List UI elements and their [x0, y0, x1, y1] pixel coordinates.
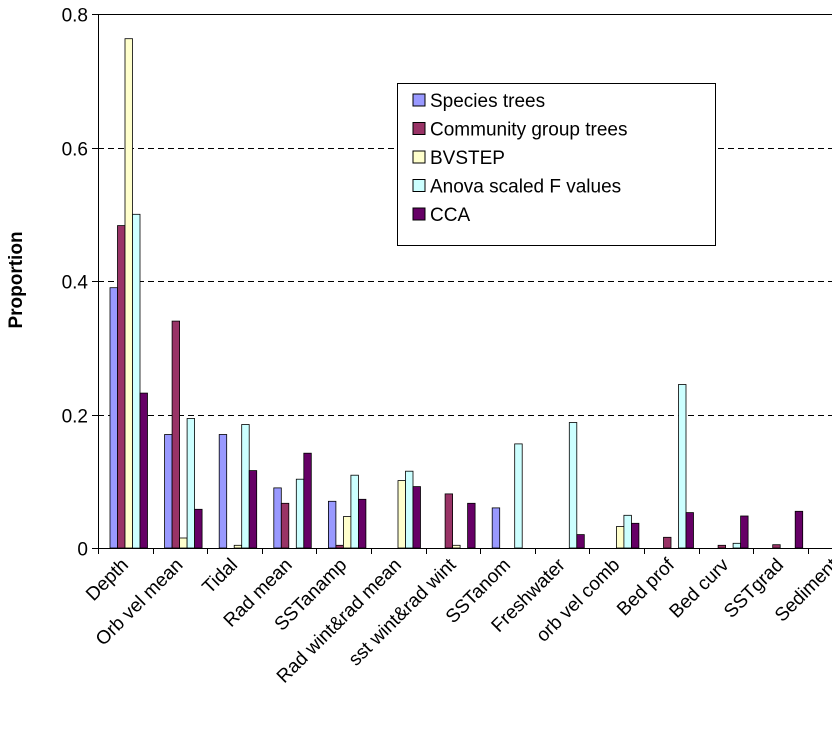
bar — [452, 544, 461, 549]
bar — [616, 526, 625, 549]
bar — [740, 515, 749, 549]
bar — [248, 470, 258, 549]
bar — [117, 225, 126, 549]
bar — [350, 474, 359, 549]
y-tick-label: 0.6 — [62, 140, 88, 161]
bar — [179, 537, 188, 549]
bar — [218, 434, 228, 549]
bar — [132, 213, 141, 549]
legend-box — [397, 83, 716, 246]
bar — [467, 502, 476, 549]
legend-swatch — [412, 93, 426, 107]
bar — [186, 418, 196, 549]
y-tick-labels: 0 0.2 0.4 0.6 0.8 — [62, 6, 89, 561]
legend-swatch — [412, 122, 426, 135]
bar — [164, 434, 173, 549]
legend-label: Species trees — [430, 91, 545, 112]
bar — [171, 320, 181, 549]
bar — [444, 493, 454, 549]
bar — [732, 542, 741, 549]
legend-label: CCA — [430, 205, 470, 226]
bar — [335, 544, 344, 549]
bars — [109, 38, 804, 549]
bar — [303, 452, 312, 549]
y-tick-label: 0.4 — [62, 273, 89, 294]
bar — [397, 480, 406, 549]
bar — [491, 507, 501, 549]
bar — [295, 478, 305, 549]
bar — [794, 510, 804, 549]
bar — [631, 522, 640, 549]
bar — [576, 534, 585, 549]
bar — [405, 470, 414, 549]
bar — [568, 422, 578, 549]
bar — [194, 508, 203, 549]
bar — [273, 487, 282, 549]
bar — [109, 287, 118, 549]
bar — [412, 486, 421, 549]
legend: Species trees Community group trees BVSTEP… — [397, 83, 716, 246]
bar — [124, 38, 133, 549]
bar — [623, 514, 632, 549]
y-axis-label: Proportion — [6, 231, 27, 328]
y-tick-label: 0.2 — [62, 407, 88, 428]
legend-swatch — [412, 207, 426, 221]
legend-label: BVSTEP — [430, 148, 505, 169]
bar — [233, 544, 243, 549]
bar — [663, 536, 672, 549]
bar — [717, 544, 726, 549]
bar — [342, 516, 352, 549]
y-tick-label: 0.8 — [62, 6, 88, 27]
bar — [327, 500, 337, 549]
legend-swatch — [412, 150, 426, 164]
bar — [357, 498, 367, 549]
bar — [139, 392, 148, 549]
legend-swatch — [412, 179, 426, 192]
legend-label: Community group trees — [430, 120, 627, 141]
x-tick-label: Depth — [82, 555, 133, 606]
x-tick-label: Tidal — [199, 555, 242, 598]
y-tick-label: 0 — [77, 540, 88, 561]
bar — [678, 384, 687, 549]
bar — [685, 512, 694, 549]
legend-label: Anova scaled F values — [430, 177, 621, 198]
bar — [514, 443, 523, 549]
bar — [772, 544, 781, 549]
bar — [280, 502, 290, 549]
bar — [241, 424, 250, 549]
axes — [92, 14, 832, 554]
